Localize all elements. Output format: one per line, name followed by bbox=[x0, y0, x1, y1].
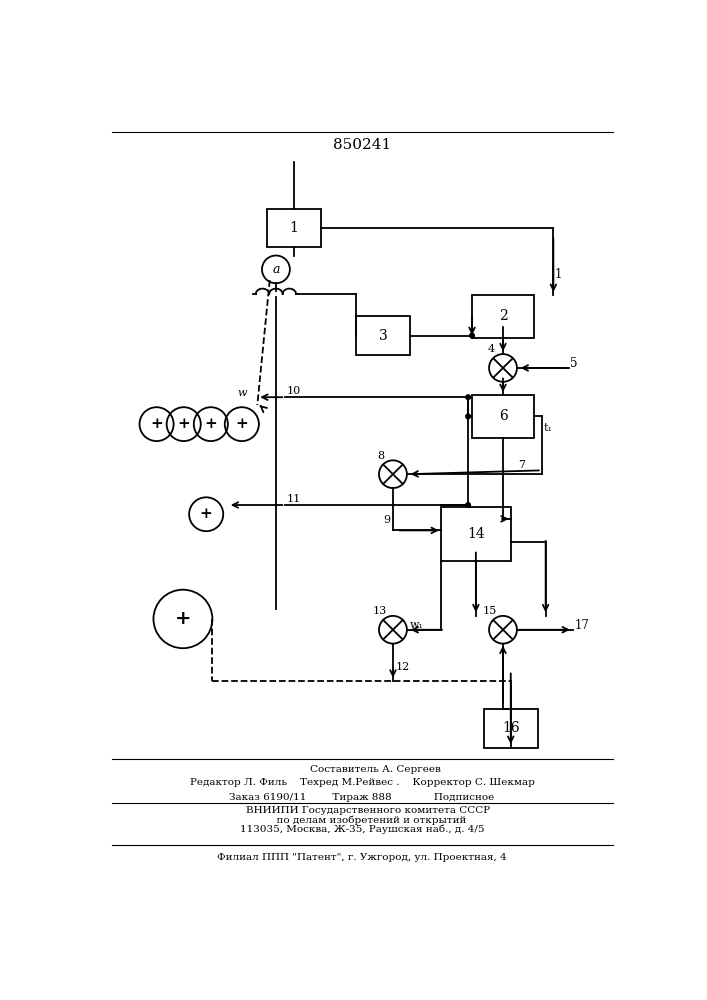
Text: +: + bbox=[175, 610, 191, 628]
Text: Редактор Л. Филь    Техред М.Рейвес .    Корректор С. Шекмар: Редактор Л. Филь Техред М.Рейвес . Корре… bbox=[189, 778, 534, 787]
Text: 3: 3 bbox=[378, 329, 387, 343]
Text: 16: 16 bbox=[502, 721, 520, 735]
Text: 1: 1 bbox=[555, 267, 562, 280]
Text: 11: 11 bbox=[287, 494, 301, 504]
Bar bbox=[472, 295, 534, 338]
Text: Заказ 6190/11        Тираж 888             Подписное: Заказ 6190/11 Тираж 888 Подписное bbox=[229, 793, 495, 802]
Text: 2: 2 bbox=[498, 309, 508, 323]
Text: ВНИИПИ Государственного комитета СССР: ВНИИПИ Государственного комитета СССР bbox=[233, 806, 491, 815]
Text: t₁: t₁ bbox=[544, 423, 553, 433]
Text: 7: 7 bbox=[518, 460, 525, 470]
Text: 14: 14 bbox=[467, 527, 485, 541]
Text: +: + bbox=[235, 417, 248, 431]
Bar bbox=[441, 507, 510, 561]
Text: 13: 13 bbox=[373, 606, 387, 616]
Text: w: w bbox=[238, 388, 247, 398]
Text: +: + bbox=[200, 507, 213, 521]
Text: Составитель А. Сергеев: Составитель А. Сергеев bbox=[284, 765, 440, 774]
Text: 9: 9 bbox=[384, 515, 391, 525]
Text: +: + bbox=[150, 417, 163, 431]
Text: по делам изобретений и открытий: по делам изобретений и открытий bbox=[257, 815, 467, 825]
Circle shape bbox=[466, 503, 470, 507]
Bar bbox=[356, 316, 410, 355]
Bar bbox=[472, 395, 534, 438]
Circle shape bbox=[469, 333, 474, 338]
Text: a: a bbox=[272, 263, 280, 276]
Text: w₁: w₁ bbox=[410, 620, 424, 630]
Text: 4: 4 bbox=[488, 344, 495, 354]
Text: Филиал ППП "Патент", г. Ужгород, ул. Проектная, 4: Филиал ППП "Патент", г. Ужгород, ул. Про… bbox=[217, 853, 507, 862]
Text: 1: 1 bbox=[289, 221, 298, 235]
Text: 8: 8 bbox=[378, 451, 385, 461]
Text: 15: 15 bbox=[483, 606, 497, 616]
Text: 6: 6 bbox=[498, 409, 508, 423]
Text: 5: 5 bbox=[571, 357, 578, 370]
Text: 17: 17 bbox=[574, 619, 589, 632]
Text: 113035, Москва, Ж-35, Раушская наб., д. 4/5: 113035, Москва, Ж-35, Раушская наб., д. … bbox=[240, 824, 484, 834]
Bar bbox=[484, 709, 538, 748]
Text: 850241: 850241 bbox=[333, 138, 391, 152]
Text: 12: 12 bbox=[396, 662, 410, 672]
Text: +: + bbox=[177, 417, 190, 431]
Circle shape bbox=[466, 395, 470, 400]
Circle shape bbox=[466, 414, 470, 419]
Text: +: + bbox=[204, 417, 217, 431]
Bar bbox=[267, 209, 321, 247]
Text: 10: 10 bbox=[287, 386, 301, 396]
